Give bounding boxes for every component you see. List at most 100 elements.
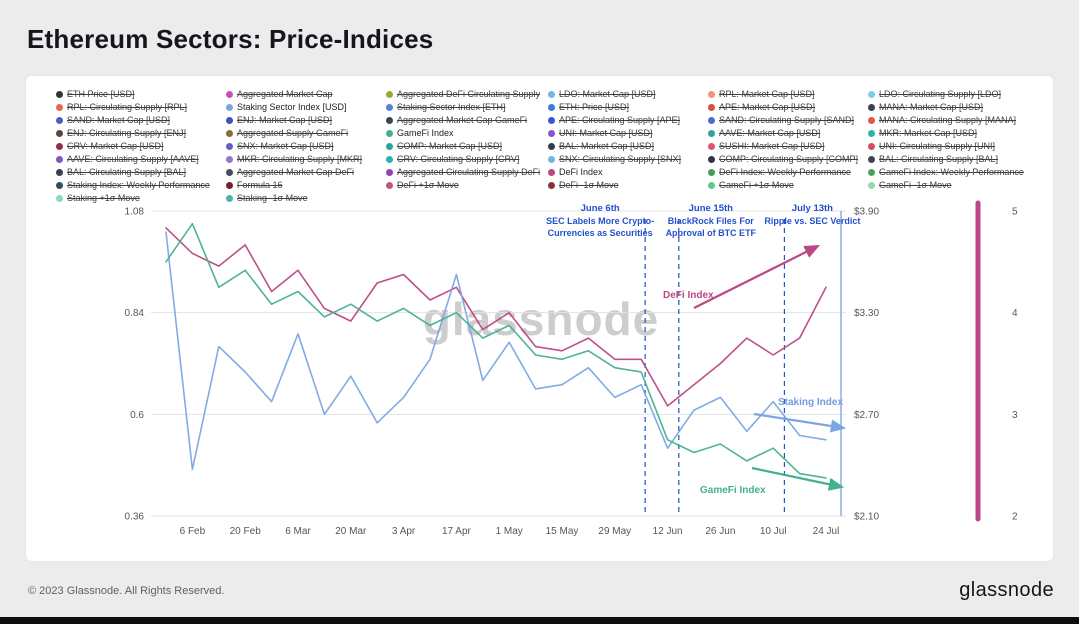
y-axis-usd-tick: $3.30 <box>854 308 879 319</box>
trend-arrow-1 <box>753 412 847 433</box>
legend-dot-icon <box>868 181 875 189</box>
legend-dot-icon <box>56 90 63 98</box>
legend-item[interactable]: BAL: Circulating Supply [BAL] <box>56 167 226 177</box>
legend-item-label: AAVE: Circulating Supply [AAVE] <box>67 154 199 164</box>
legend-dot-icon <box>56 168 63 176</box>
legend-dot-icon <box>226 90 233 98</box>
chart-card: ETH Price [USD] RPL: Circulating Supply [… <box>25 75 1054 562</box>
legend-item[interactable]: Aggregated Market Cap GameFi <box>386 115 548 125</box>
legend-item[interactable]: APE: Circulating Supply [APE] <box>548 115 708 125</box>
legend-item[interactable]: SNX: Market Cap [USD] <box>226 141 386 151</box>
legend-item[interactable]: APE: Market Cap [USD] <box>708 102 868 112</box>
legend-item[interactable]: LDO: Circulating Supply [LDO] <box>868 89 1045 99</box>
legend-item[interactable]: GameFi Index <box>386 128 548 138</box>
legend-item[interactable]: SAND: Market Cap [USD] <box>56 115 226 125</box>
legend-item[interactable]: Aggregated Supply GameFi <box>226 128 386 138</box>
legend-item[interactable]: CRV: Circulating Supply [CRV] <box>386 154 548 164</box>
legend-item[interactable]: SUSHI: Market Cap [USD] <box>708 141 868 151</box>
legend-item[interactable]: SNX: Circulating Supply [SNX] <box>548 154 708 164</box>
legend-item-label: CRV: Circulating Supply [CRV] <box>397 154 520 164</box>
legend-item[interactable]: ENJ: Market Cap [USD] <box>226 115 386 125</box>
legend-item[interactable]: BAL: Market Cap [USD] <box>548 141 708 151</box>
legend-item-label: Aggregated DeFi Circulating Supply <box>397 89 541 99</box>
legend-item[interactable]: ETH Price [USD] <box>56 89 226 99</box>
legend-dot-icon <box>386 103 393 111</box>
legend-item[interactable]: Aggregated Circulating Supply DeFi <box>386 167 548 177</box>
legend-item-label: SNX: Market Cap [USD] <box>237 141 334 151</box>
legend-dot-icon <box>56 129 63 137</box>
legend-item-label: Aggregated Circulating Supply DeFi <box>397 167 541 177</box>
x-axis-tick: 1 May <box>496 526 523 537</box>
legend-column: RPL: Market Cap [USD] APE: Market Cap [US… <box>708 89 868 203</box>
legend-dot-icon <box>548 116 555 124</box>
legend-item-label: Aggregated Market Cap DeFi <box>237 167 355 177</box>
legend-item-label: SNX: Circulating Supply [SNX] <box>559 154 682 164</box>
legend-item-label: DeFi Index: Weekly Performance <box>719 167 851 177</box>
legend-item[interactable]: CRV: Market Cap [USD] <box>56 141 226 151</box>
legend-item-label: SUSHI: Market Cap [USD] <box>719 141 825 151</box>
legend-item-label: UNI: Circulating Supply [UNI] <box>879 141 996 151</box>
legend-item[interactable]: MKR: Circulating Supply [MKR] <box>226 154 386 164</box>
legend-item[interactable]: RPL: Market Cap [USD] <box>708 89 868 99</box>
legend-item[interactable]: UNI: Circulating Supply [UNI] <box>868 141 1045 151</box>
legend-item[interactable]: UNI: Market Cap [USD] <box>548 128 708 138</box>
legend-item[interactable]: DeFi +1σ Move <box>386 180 548 190</box>
legend-item-label: AAVE: Market Cap [USD] <box>719 128 821 138</box>
legend-item[interactable]: Staking Sector Index [ETH] <box>386 102 548 112</box>
y-axis-usd-tick: $3.90 <box>854 207 879 218</box>
legend-item-label: APE: Market Cap [USD] <box>719 102 816 112</box>
legend-dot-icon <box>226 194 233 202</box>
legend-item[interactable]: GameFi Index: Weekly Performance <box>868 167 1045 177</box>
legend-dot-icon <box>868 103 875 111</box>
legend-dot-icon <box>708 116 715 124</box>
legend-item[interactable]: COMP: Market Cap [USD] <box>386 141 548 151</box>
legend-item[interactable]: AAVE: Circulating Supply [AAVE] <box>56 154 226 164</box>
legend-item[interactable]: ENJ: Circulating Supply [ENJ] <box>56 128 226 138</box>
legend-item-label: RPL: Circulating Supply [RPL] <box>67 102 188 112</box>
legend-item[interactable]: COMP: Circulating Supply [COMP] <box>708 154 868 164</box>
legend-item[interactable]: AAVE: Market Cap [USD] <box>708 128 868 138</box>
legend-item[interactable]: DeFi Index <box>548 167 708 177</box>
legend-dot-icon <box>708 90 715 98</box>
legend-item[interactable]: GameFi +1σ Move <box>708 180 868 190</box>
legend-item[interactable]: GameFi -1σ Move <box>868 180 1045 190</box>
legend-item[interactable]: Formula 16 <box>226 180 386 190</box>
legend-dot-icon <box>708 181 715 189</box>
legend-item[interactable]: SAND: Circulating Supply [SAND] <box>708 115 868 125</box>
legend-item[interactable]: DeFi Index: Weekly Performance <box>708 167 868 177</box>
legend-item[interactable]: Staking Sector Index [USD] <box>226 102 386 112</box>
legend-item-label: Staking Sector Index [USD] <box>237 102 347 112</box>
y-axis-left-tick: 0.6 <box>130 410 144 421</box>
legend-item[interactable]: ETH: Price [USD] <box>548 102 708 112</box>
legend-item[interactable]: Staking +1σ Move <box>56 193 226 203</box>
legend-item[interactable]: DeFi -1σ Move <box>548 180 708 190</box>
legend-item-label: APE: Circulating Supply [APE] <box>559 115 681 125</box>
legend-item-label: MKR: Market Cap [USD] <box>879 128 978 138</box>
legend-item[interactable]: MKR: Market Cap [USD] <box>868 128 1045 138</box>
legend-item[interactable]: Aggregated DeFi Circulating Supply <box>386 89 548 99</box>
price-indices-chart: 1.08 $3.90 50.84 $3.30 40.6 $2.70 30.36 $2.10 26… <box>125 200 1018 537</box>
legend-dot-icon <box>386 116 393 124</box>
x-axis-tick: 3 Apr <box>392 526 416 537</box>
legend-dot-icon <box>226 181 233 189</box>
legend-item[interactable]: Aggregated Market Cap DeFi <box>226 167 386 177</box>
legend-item-label: ETH Price [USD] <box>67 89 135 99</box>
legend-item[interactable]: RPL: Circulating Supply [RPL] <box>56 102 226 112</box>
y-axis-left-tick: 1.08 <box>125 207 145 218</box>
legend-item[interactable]: MANA: Market Cap [USD] <box>868 102 1045 112</box>
legend-item[interactable]: Staking -1σ Move <box>226 193 386 203</box>
legend-item[interactable]: BAL: Circulating Supply [BAL] <box>868 154 1045 164</box>
legend-item[interactable]: LDO: Market Cap [USD] <box>548 89 708 99</box>
legend-item-label: SAND: Circulating Supply [SAND] <box>719 115 855 125</box>
legend-item-label: Staking Sector Index [ETH] <box>397 102 506 112</box>
legend-item-label: GameFi -1σ Move <box>879 180 952 190</box>
legend-item[interactable]: Staking Index: Weekly Performance <box>56 180 226 190</box>
legend-item[interactable]: MANA: Circulating Supply [MANA] <box>868 115 1045 125</box>
legend-dot-icon <box>708 155 715 163</box>
legend-item[interactable]: Aggregated Market Cap <box>226 89 386 99</box>
series-line-0 <box>165 227 827 407</box>
legend-dot-icon <box>868 155 875 163</box>
legend-item-label: MKR: Circulating Supply [MKR] <box>237 154 363 164</box>
legend-dot-icon <box>226 168 233 176</box>
legend-dot-icon <box>548 155 555 163</box>
